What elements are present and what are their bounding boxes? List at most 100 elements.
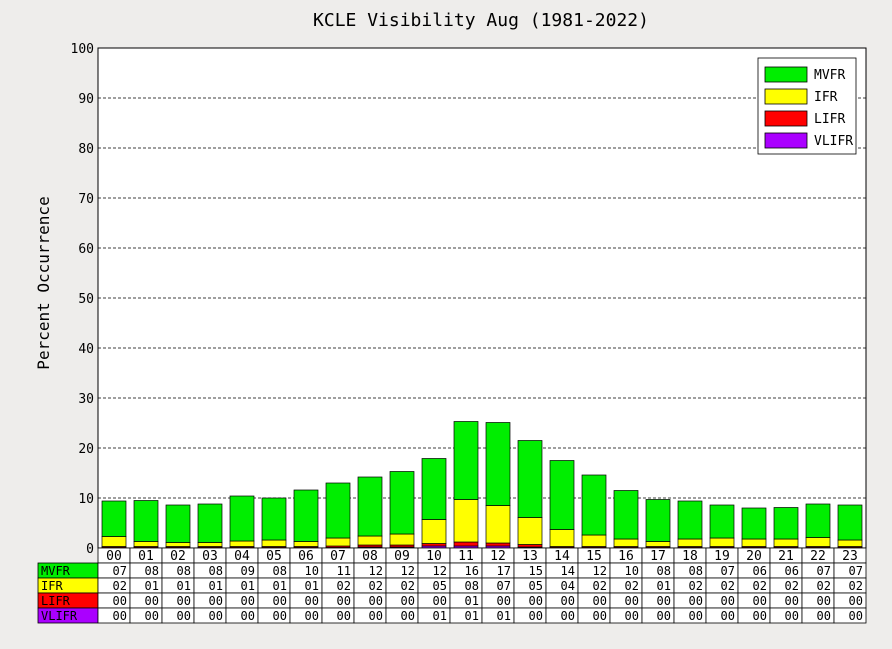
table-value-ifr: 02	[593, 579, 607, 593]
legend-swatch-mvfr	[764, 66, 808, 83]
table-value-lifr: 00	[369, 594, 383, 608]
bar-segment-ifr	[773, 538, 799, 547]
bar-segment-ifr	[261, 539, 287, 547]
table-value-mvfr: 08	[145, 564, 159, 578]
table-value-mvfr: 07	[849, 564, 863, 578]
bar-segment-ifr	[325, 537, 351, 547]
table-value-vlifr: 00	[305, 609, 319, 623]
bar-segment-ifr	[197, 542, 223, 547]
x-tick-label: 11	[458, 549, 474, 564]
table-value-lifr: 00	[721, 594, 735, 608]
table-value-lifr: 00	[273, 594, 287, 608]
table-value-vlifr: 00	[241, 609, 255, 623]
table-value-mvfr: 14	[561, 564, 575, 578]
bar-segment-ifr	[421, 519, 447, 544]
table-value-lifr: 00	[241, 594, 255, 608]
bar-segment-ifr	[581, 534, 607, 547]
x-tick-label: 12	[490, 549, 506, 564]
x-tick-label: 02	[170, 549, 186, 564]
table-value-ifr: 01	[241, 579, 255, 593]
legend-label-mvfr: MVFR	[814, 68, 845, 83]
y-tick-label: 90	[78, 92, 94, 107]
table-value-lifr: 00	[433, 594, 447, 608]
bar-segment-ifr	[805, 537, 831, 547]
legend-label-lifr: LIFR	[814, 112, 845, 127]
table-value-ifr: 02	[113, 579, 127, 593]
table-value-lifr: 00	[657, 594, 671, 608]
table-value-vlifr: 00	[273, 609, 287, 623]
legend-swatch-vlifr	[764, 132, 808, 149]
table-cell	[833, 607, 867, 624]
table-value-lifr: 00	[337, 594, 351, 608]
x-tick-label: 03	[202, 549, 218, 564]
x-tick-label: 10	[426, 549, 442, 564]
y-tick-label: 30	[78, 392, 94, 407]
table-value-lifr: 00	[625, 594, 639, 608]
table-value-vlifr: 00	[145, 609, 159, 623]
table-value-lifr: 00	[113, 594, 127, 608]
table-value-mvfr: 12	[433, 564, 447, 578]
x-tick-label: 00	[106, 549, 122, 564]
bar-segment-mvfr	[357, 476, 383, 537]
x-tick-label: 18	[682, 549, 698, 564]
bar-segment-mvfr	[261, 497, 287, 541]
table-value-lifr: 00	[305, 594, 319, 608]
table-value-vlifr: 00	[785, 609, 799, 623]
table-value-mvfr: 09	[241, 564, 255, 578]
bar-segment-ifr	[677, 538, 703, 547]
table-value-vlifr: 01	[497, 609, 511, 623]
table-value-ifr: 02	[849, 579, 863, 593]
bar-segment-mvfr	[645, 499, 671, 542]
table-value-vlifr: 00	[529, 609, 543, 623]
table-value-ifr: 08	[465, 579, 479, 593]
table-value-mvfr: 07	[817, 564, 831, 578]
table-value-mvfr: 08	[689, 564, 703, 578]
table-value-mvfr: 08	[657, 564, 671, 578]
table-value-lifr: 00	[177, 594, 191, 608]
table-value-ifr: 07	[497, 579, 511, 593]
y-tick-label: 50	[78, 292, 94, 307]
table-value-lifr: 01	[465, 594, 479, 608]
table-value-vlifr: 00	[721, 609, 735, 623]
x-tick-label: 17	[650, 549, 666, 564]
table-value-vlifr: 00	[369, 609, 383, 623]
table-value-vlifr: 00	[657, 609, 671, 623]
x-tick-label: 09	[394, 549, 410, 564]
bar-segment-ifr	[517, 517, 543, 545]
x-tick-label: 22	[810, 549, 826, 564]
table-value-vlifr: 01	[465, 609, 479, 623]
y-tick-label: 0	[86, 542, 94, 557]
bar-segment-ifr	[165, 542, 191, 547]
table-value-vlifr: 00	[177, 609, 191, 623]
table-value-ifr: 02	[401, 579, 415, 593]
data-table: 00 01 02 03 04 05 06 07 08 09 10 11 12 13 14 15 16 17 18 19…	[37, 547, 867, 624]
bar-segment-ifr	[613, 538, 639, 547]
table-value-mvfr: 08	[209, 564, 223, 578]
table-row-label-ifr: IFR	[41, 579, 63, 593]
table-value-ifr: 02	[721, 579, 735, 593]
table-value-vlifr: 01	[433, 609, 447, 623]
bar-segment-mvfr	[485, 422, 511, 506]
bar-segment-ifr	[357, 535, 383, 546]
bar-segment-mvfr	[229, 495, 255, 542]
table-value-mvfr: 10	[305, 564, 319, 578]
bar-segment-ifr	[389, 533, 415, 546]
bar-segment-lifr	[421, 543, 447, 547]
table-value-vlifr: 00	[113, 609, 127, 623]
x-tick-label: 05	[266, 549, 282, 564]
table-value-mvfr: 06	[785, 564, 799, 578]
table-value-lifr: 00	[785, 594, 799, 608]
bar-segment-mvfr	[773, 507, 799, 540]
table-value-ifr: 02	[369, 579, 383, 593]
legend-label-vlifr: VLIFR	[814, 134, 853, 149]
x-tick-label: 16	[618, 549, 634, 564]
table-value-lifr: 00	[593, 594, 607, 608]
table-value-lifr: 00	[529, 594, 543, 608]
bar-segment-ifr	[133, 541, 159, 547]
y-tick-label: 100	[71, 42, 94, 57]
bar-segment-mvfr	[453, 421, 479, 500]
table-value-ifr: 02	[753, 579, 767, 593]
bar-segment-ifr	[453, 499, 479, 543]
table-value-ifr: 05	[529, 579, 543, 593]
